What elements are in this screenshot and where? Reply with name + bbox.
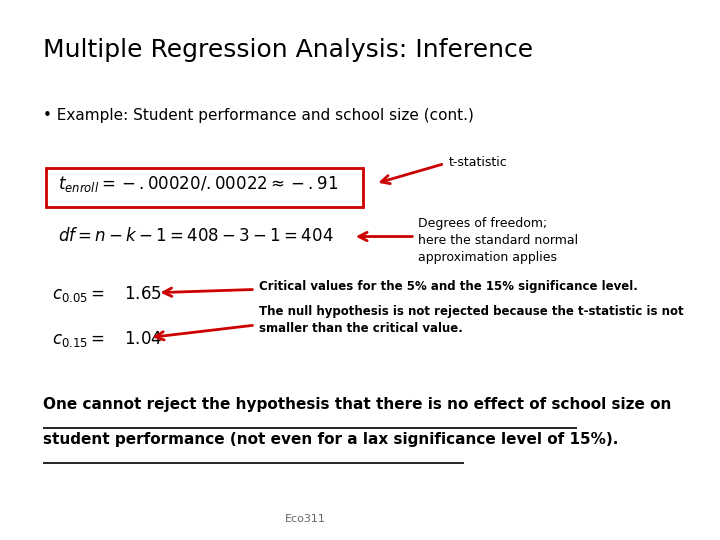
Text: $c_{0.05} = \quad 1.65$: $c_{0.05} = \quad 1.65$ (52, 284, 161, 305)
Text: $t_{enroll} = -.00020/.00022 \approx -.91$: $t_{enroll} = -.00020/.00022 \approx -.9… (58, 174, 338, 194)
Text: • Example: Student performance and school size (cont.): • Example: Student performance and schoo… (42, 108, 474, 123)
Text: The null hypothesis is not rejected because the t-statistic is not
smaller than : The null hypothesis is not rejected beca… (259, 305, 684, 335)
Text: $df = n - k - 1 = 408 - 3 - 1 = 404$: $df = n - k - 1 = 408 - 3 - 1 = 404$ (58, 227, 333, 245)
Text: Eco311: Eco311 (285, 514, 325, 524)
Text: t-statistic: t-statistic (449, 156, 508, 168)
Text: student performance (not even for a lax significance level of 15%).: student performance (not even for a lax … (42, 432, 618, 447)
Text: Multiple Regression Analysis: Inference: Multiple Regression Analysis: Inference (42, 38, 533, 62)
Text: Critical values for the 5% and the 15% significance level.: Critical values for the 5% and the 15% s… (259, 280, 639, 293)
Text: $c_{0.15} = \quad 1.04$: $c_{0.15} = \quad 1.04$ (52, 328, 162, 349)
Text: Degrees of freedom;
here the standard normal
approximation applies: Degrees of freedom; here the standard no… (418, 217, 578, 264)
Text: One cannot reject the hypothesis that there is no effect of school size on: One cannot reject the hypothesis that th… (42, 397, 671, 412)
